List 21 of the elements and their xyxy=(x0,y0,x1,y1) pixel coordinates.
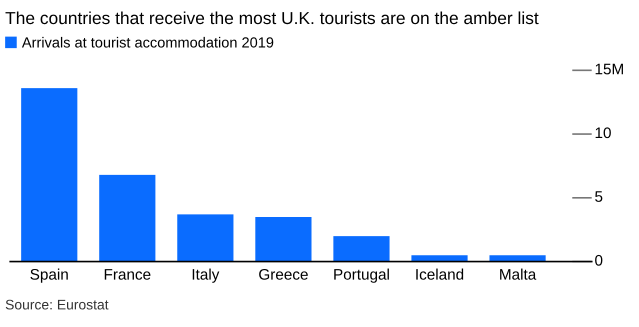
y-tick-label: 0 xyxy=(595,254,602,266)
x-tick-label: Malta xyxy=(500,268,536,280)
bar xyxy=(177,214,234,262)
x-tick-label: Spain xyxy=(30,268,68,283)
bar xyxy=(99,174,156,262)
x-tick-label: France xyxy=(104,269,150,280)
x-tick-label: Portugal xyxy=(334,268,389,283)
y-tick-label: 5 xyxy=(595,191,602,202)
bar xyxy=(411,255,468,262)
chart-title: The countries that receive the most U.K. tourists are on the amber list xyxy=(6,11,539,24)
source-note: Source: Eurostat xyxy=(6,300,108,310)
bar xyxy=(489,255,546,262)
x-tick-label: Italy xyxy=(192,268,220,283)
y-tick-label: 15M xyxy=(596,64,623,74)
x-tick-label: Iceland xyxy=(416,268,464,280)
legend-label: Arrivals at tourist accommodation 2019 xyxy=(22,36,274,48)
y-tick-label: 10 xyxy=(596,127,611,138)
bar xyxy=(255,216,312,262)
x-tick-label: Greece xyxy=(259,268,308,280)
bar xyxy=(21,88,78,262)
bar xyxy=(333,236,390,262)
